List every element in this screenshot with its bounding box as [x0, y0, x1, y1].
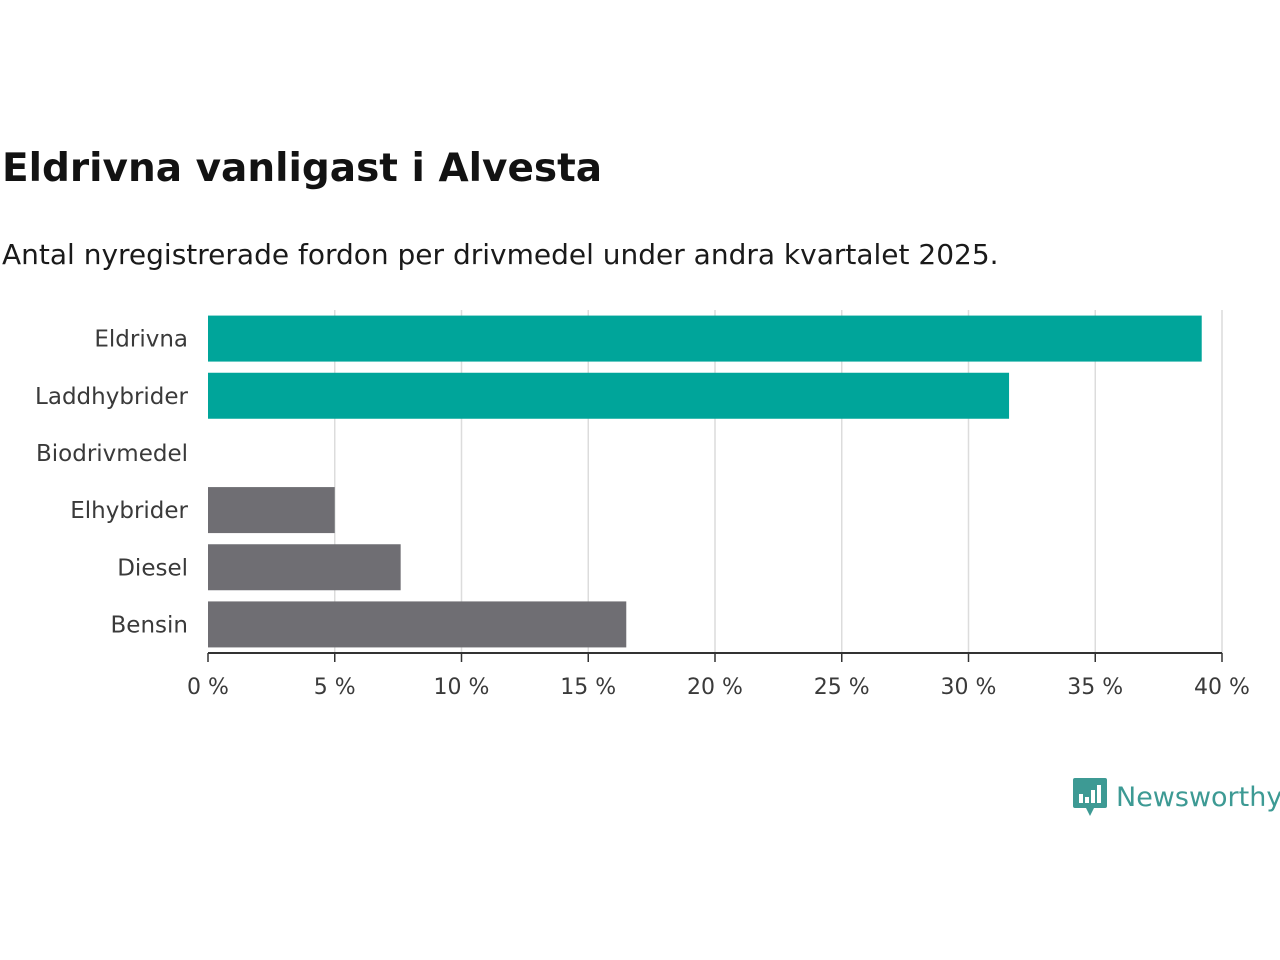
- bar-bensin: [208, 601, 627, 648]
- x-tick-label: 30 %: [941, 675, 997, 700]
- bar-eldrivna: [208, 315, 1202, 362]
- bars: [208, 315, 1202, 648]
- category-label: Elhybrider: [70, 498, 188, 524]
- category-label: Diesel: [117, 555, 188, 581]
- category-label: Eldrivna: [94, 327, 188, 353]
- category-labels: Eldrivna Laddhybrider Biodrivmedel Elhybrid…: [35, 327, 188, 639]
- category-label: Biodrivmedel: [36, 441, 188, 467]
- chart-subtitle: Antal nyregistrerade fordon per drivmede…: [2, 238, 999, 271]
- x-tick-label: 10 %: [434, 675, 490, 700]
- bar-diesel: [208, 544, 401, 591]
- bar-elhybrider: [208, 487, 335, 534]
- grid-lines: [334, 310, 1223, 653]
- x-tick-label: 5 %: [314, 675, 356, 700]
- x-tick-label: 0 %: [187, 675, 229, 700]
- newsworthy-logo: Newsworthy: [1072, 776, 1280, 818]
- category-label: Laddhybrider: [35, 384, 188, 410]
- x-tick-label: 20 %: [687, 675, 743, 700]
- x-tick-label: 40 %: [1194, 675, 1250, 700]
- chart-title: Eldrivna vanligast i Alvesta: [2, 146, 603, 191]
- bar-laddhybrider: [208, 372, 1010, 419]
- brand-name: Newsworthy: [1116, 781, 1280, 813]
- category-label: Bensin: [111, 612, 188, 638]
- newsworthy-logo-icon: [1073, 778, 1107, 816]
- x-tick-label: 25 %: [814, 675, 870, 700]
- x-tick-label: 15 %: [560, 675, 616, 700]
- x-axis: 0 % 5 % 10 % 15 % 20 % 25 % 30 % 35 % 40 %: [187, 652, 1250, 700]
- x-tick-label: 35 %: [1067, 675, 1123, 700]
